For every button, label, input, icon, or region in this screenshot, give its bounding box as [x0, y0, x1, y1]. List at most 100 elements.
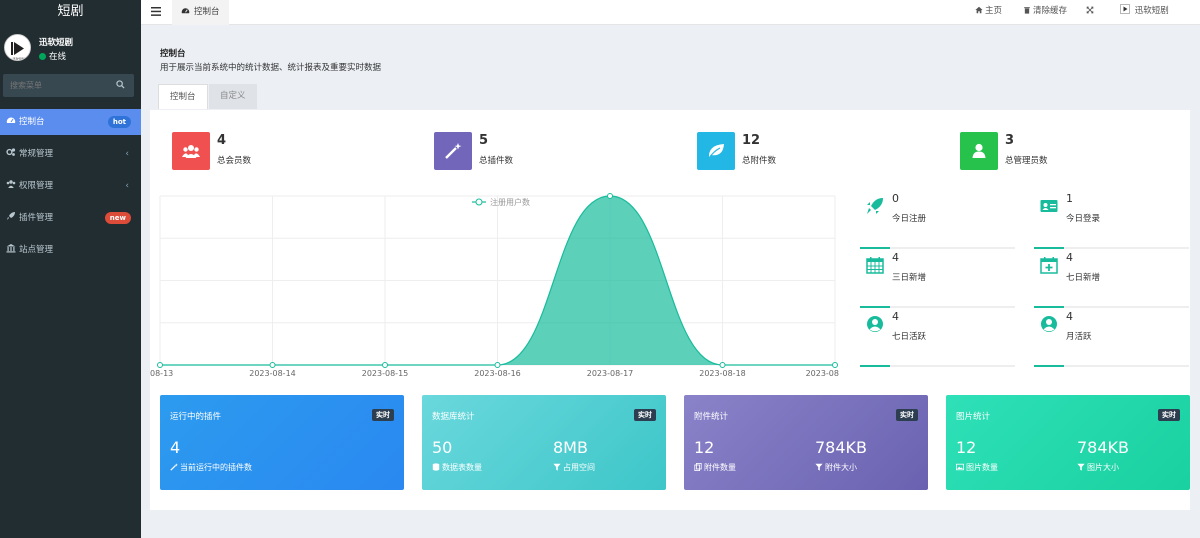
mini-stat-today-login: 1 今日登录: [1034, 191, 1189, 249]
stat-value: 3: [1005, 133, 1015, 148]
mini-stat-seven-day-new: 4 七日新增: [1034, 250, 1189, 308]
cogs-icon: [6, 142, 16, 156]
filter-icon: [553, 463, 561, 471]
app-logo[interactable]: 短剧: [0, 0, 141, 26]
menu-toggle-icon[interactable]: [151, 7, 161, 16]
mini-stat-underline: [1034, 306, 1064, 308]
chevron-left-icon: ‹: [125, 149, 129, 159]
new-badge: new: [104, 212, 131, 224]
mini-stat-label: 三日新增: [892, 273, 927, 283]
series-line: [160, 195, 835, 366]
tab-custom[interactable]: 自定义: [209, 84, 257, 109]
mini-stat-value: 4: [892, 251, 899, 264]
sidebar-item-label: 插件管理: [19, 213, 54, 223]
clear-cache-button[interactable]: 清除缓存: [1023, 0, 1067, 25]
sidebar-item-general[interactable]: 常规管理 ‹: [0, 141, 141, 167]
image-icon: [956, 463, 964, 471]
user-icon: [960, 132, 998, 170]
card-label-text: 占用空间: [563, 463, 595, 472]
data-point: [607, 193, 613, 199]
magic-icon: [434, 132, 472, 170]
realtime-badge: 实时: [372, 409, 394, 421]
card-title: 附件统计: [694, 412, 729, 422]
mini-stat-monthly-active: 4 月活跃: [1034, 309, 1189, 367]
card-value: 12: [694, 438, 715, 457]
tab-console[interactable]: 控制台: [158, 84, 208, 109]
stat-value: 12: [742, 133, 761, 148]
filter-icon: [1077, 463, 1085, 471]
card-title: 图片统计: [956, 412, 991, 422]
sidebar-item-label: 权限管理: [19, 181, 54, 191]
clear-cache-label: 清除缓存: [1033, 6, 1068, 16]
magic-icon: [170, 463, 178, 471]
sidebar-item-sites[interactable]: 站点管理: [0, 237, 141, 263]
page-title: 控制台: [160, 49, 186, 59]
sidebar-item-plugins[interactable]: 插件管理 new: [0, 205, 141, 231]
leaf-icon: [697, 132, 735, 170]
x-tick-label: 2023-08-14: [249, 369, 296, 378]
sidebar-item-dashboard[interactable]: 控制台 hot: [0, 109, 141, 135]
stat-value: 5: [479, 133, 489, 148]
user-circle-icon: [867, 316, 883, 332]
sidebar: 短剧 迅软短剧 迅软短剧 在线 控制台 hot 常规管理 ‹ 权限管理 ‹ 插件…: [0, 0, 141, 538]
tab-dashboard[interactable]: 控制台: [172, 0, 229, 25]
card-value-2: 784KB: [815, 438, 868, 457]
search-input[interactable]: [3, 74, 103, 97]
sidebar-item-label: 站点管理: [19, 245, 54, 255]
trash-icon: [1024, 7, 1030, 14]
brand-link[interactable]: 迅软短剧: [1120, 0, 1169, 25]
data-point: [832, 362, 838, 368]
files-icon: [694, 463, 702, 471]
calendar-plus-icon: [1040, 257, 1058, 274]
avatar: 迅软短剧: [4, 34, 31, 61]
stat-label: 总插件数: [479, 156, 514, 166]
mini-stat-three-day: 4 三日新增: [860, 250, 1015, 308]
x-tick-label: 2023-08: [806, 369, 839, 378]
search-icon[interactable]: [116, 80, 125, 89]
stat-label: 总会员数: [217, 156, 252, 166]
stat-value: 4: [217, 133, 227, 148]
realtime-badge: 实时: [896, 409, 918, 421]
mini-stat-underline: [1034, 247, 1064, 249]
card-label: 图片数量: [956, 462, 998, 473]
card-title: 运行中的插件: [170, 412, 222, 422]
card-database: 数据库统计 实时 50 8MB 数据表数量 占用空间: [422, 395, 666, 490]
home-label: 主页: [985, 6, 1003, 16]
tab-label: 控制台: [194, 7, 220, 17]
data-point: [382, 362, 388, 368]
user-status: 在线: [39, 50, 66, 62]
database-icon: [432, 463, 440, 471]
home-icon: [975, 6, 983, 14]
hot-badge: hot: [107, 116, 131, 128]
bank-icon: [6, 238, 16, 253]
card-value-2: 8MB: [553, 438, 588, 457]
x-tick-label: 2023-08-15: [362, 369, 409, 378]
user-status-text: 在线: [49, 52, 67, 62]
dashboard-icon: [6, 110, 16, 123]
group-icon: [6, 174, 16, 188]
fullscreen-icon: [1086, 6, 1094, 14]
sidebar-item-label: 控制台: [19, 117, 45, 127]
mini-stat-underline: [860, 306, 890, 308]
sidebar-item-permissions[interactable]: 权限管理 ‹: [0, 173, 141, 199]
home-link[interactable]: 主页: [975, 0, 1002, 25]
mini-stat-label: 七日活跃: [892, 332, 927, 342]
brand-label: 迅软短剧: [1134, 6, 1169, 16]
user-circle-icon: [1041, 316, 1057, 332]
sidebar-item-label: 常规管理: [19, 149, 54, 159]
card-title: 数据库统计: [432, 412, 475, 422]
svg-text:迅软短剧: 迅软短剧: [12, 56, 24, 61]
rocket-icon: [6, 206, 16, 220]
data-point: [719, 362, 726, 368]
card-images: 图片统计 实时 12 784KB 图片数量 图片大小: [946, 395, 1190, 490]
fullscreen-button[interactable]: [1086, 0, 1096, 25]
data-point: [494, 362, 501, 368]
chart-svg: 08-13 2023-08-14 2023-08-15 2023-08-16 2023-…: [150, 193, 839, 378]
realtime-badge: 实时: [634, 409, 656, 421]
mini-stat-underline: [860, 365, 890, 367]
mini-stat-seven-day-active: 4 七日活跃: [860, 309, 1015, 367]
mini-stat-label: 月活跃: [1066, 332, 1092, 342]
brand-logo-icon: [1120, 4, 1130, 14]
x-tick-label: 08-13: [150, 369, 173, 378]
mini-stat-value: 4: [892, 310, 899, 323]
